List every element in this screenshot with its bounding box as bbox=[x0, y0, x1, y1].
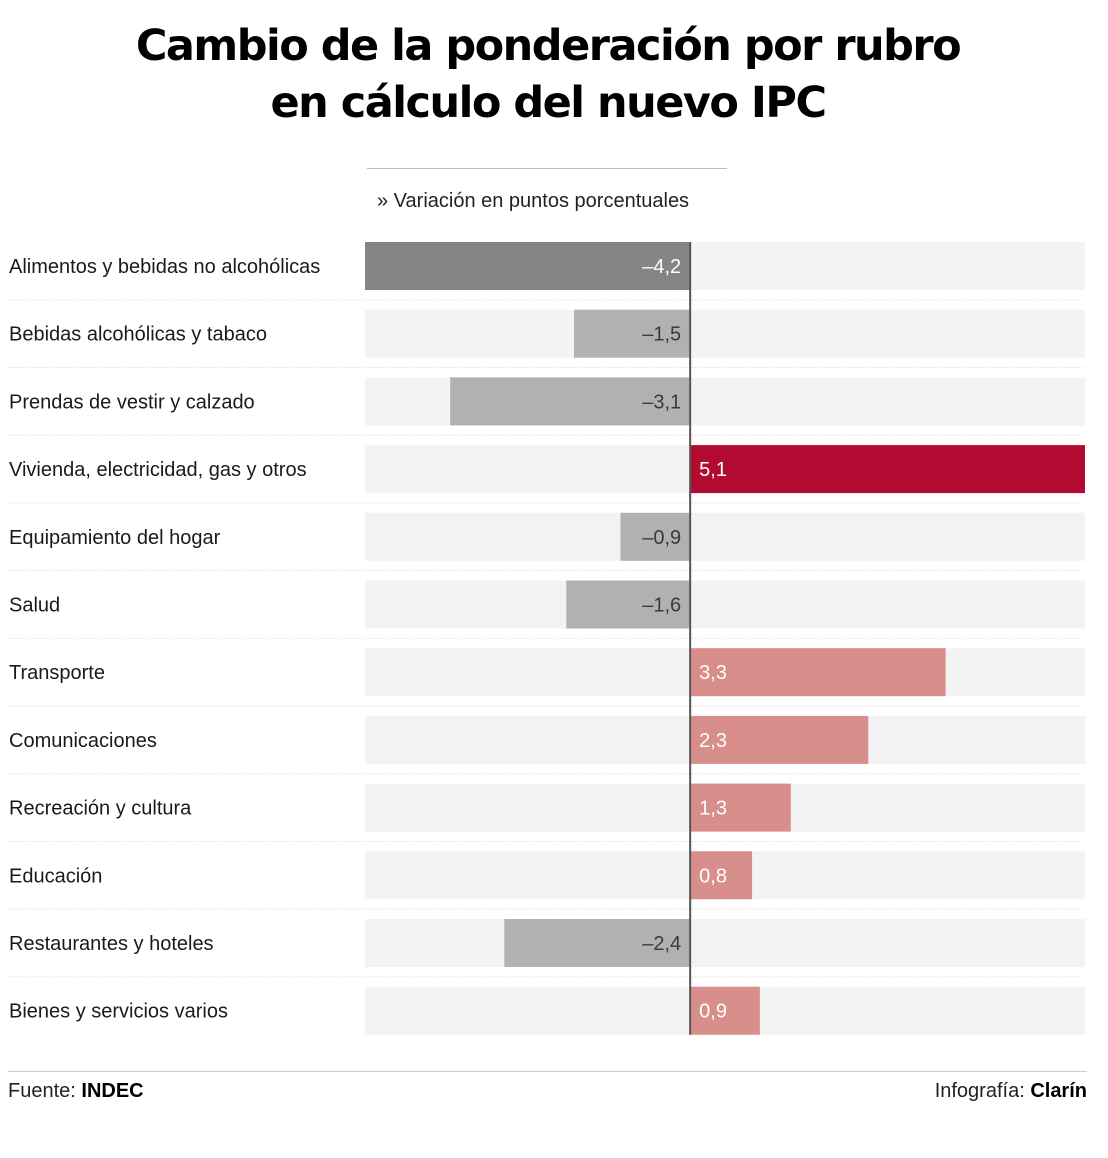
bar bbox=[620, 512, 691, 561]
category-label: Transporte bbox=[9, 662, 105, 684]
bar-track bbox=[365, 309, 1085, 358]
category-label: Bienes y servicios varios bbox=[9, 1001, 228, 1023]
category-label: Restaurantes y hoteles bbox=[9, 933, 214, 955]
category-label: Equipamiento del hogar bbox=[9, 527, 221, 549]
bar bbox=[690, 851, 753, 900]
data-label: –3,1 bbox=[642, 391, 681, 413]
chart-title-line-2: en cálculo del nuevo IPC bbox=[270, 78, 828, 128]
data-label: 0,8 bbox=[699, 865, 727, 887]
data-label: –0,9 bbox=[642, 527, 681, 549]
category-label: Salud bbox=[9, 595, 60, 617]
data-label: –2,4 bbox=[642, 933, 681, 955]
credit-value: Clarín bbox=[1030, 1080, 1087, 1102]
bar bbox=[690, 783, 791, 832]
footer-divider bbox=[8, 1071, 1087, 1072]
source-value: INDEC bbox=[81, 1080, 144, 1102]
bar-track bbox=[365, 580, 1085, 629]
bar bbox=[690, 986, 760, 1035]
bar bbox=[574, 309, 691, 358]
bar bbox=[690, 715, 869, 764]
bar bbox=[690, 648, 946, 697]
data-label: –1,5 bbox=[642, 324, 681, 346]
data-label: –1,6 bbox=[642, 595, 681, 617]
data-label: –4,2 bbox=[642, 256, 681, 278]
bar bbox=[690, 445, 1085, 494]
bar bbox=[504, 919, 691, 967]
bar bbox=[365, 242, 691, 290]
bar bbox=[450, 377, 691, 426]
data-label: 1,3 bbox=[699, 798, 727, 820]
data-label: 5,1 bbox=[699, 459, 727, 481]
credit-label: Infografía: bbox=[934, 1080, 1025, 1102]
chart-subtitle: » Variación en puntos porcentuales bbox=[377, 190, 690, 212]
subtitle-divider bbox=[367, 168, 727, 169]
data-label: 3,3 bbox=[699, 662, 727, 684]
category-label: Alimentos y bebidas no alcohólicas bbox=[9, 256, 320, 278]
source-label: Fuente: bbox=[8, 1080, 76, 1102]
bar bbox=[566, 580, 691, 629]
category-label: Educación bbox=[9, 865, 102, 887]
data-label: 2,3 bbox=[699, 730, 727, 752]
bar-track bbox=[365, 919, 1085, 967]
bar-chart: Alimentos y bebidas no alcohólicas –4,2 Be… bbox=[8, 242, 1085, 1035]
chart-title-line-1: Cambio de la ponderación por rubro bbox=[135, 21, 962, 71]
category-label: Recreación y cultura bbox=[9, 798, 192, 820]
footer-source: Fuente: INDEC bbox=[8, 1078, 144, 1104]
category-label: Prendas de vestir y calzado bbox=[9, 391, 255, 413]
category-label: Comunicaciones bbox=[9, 730, 157, 752]
category-label: Bebidas alcohólicas y tabaco bbox=[9, 324, 267, 346]
data-label: 0,9 bbox=[699, 1001, 727, 1023]
footer-credit: Infografía: Clarín bbox=[935, 1078, 1087, 1104]
chart-title: Cambio de la ponderación por rubro en cá… bbox=[0, 18, 1096, 132]
bar-track bbox=[365, 512, 1085, 561]
category-label: Vivienda, electricidad, gas y otros bbox=[9, 459, 307, 481]
